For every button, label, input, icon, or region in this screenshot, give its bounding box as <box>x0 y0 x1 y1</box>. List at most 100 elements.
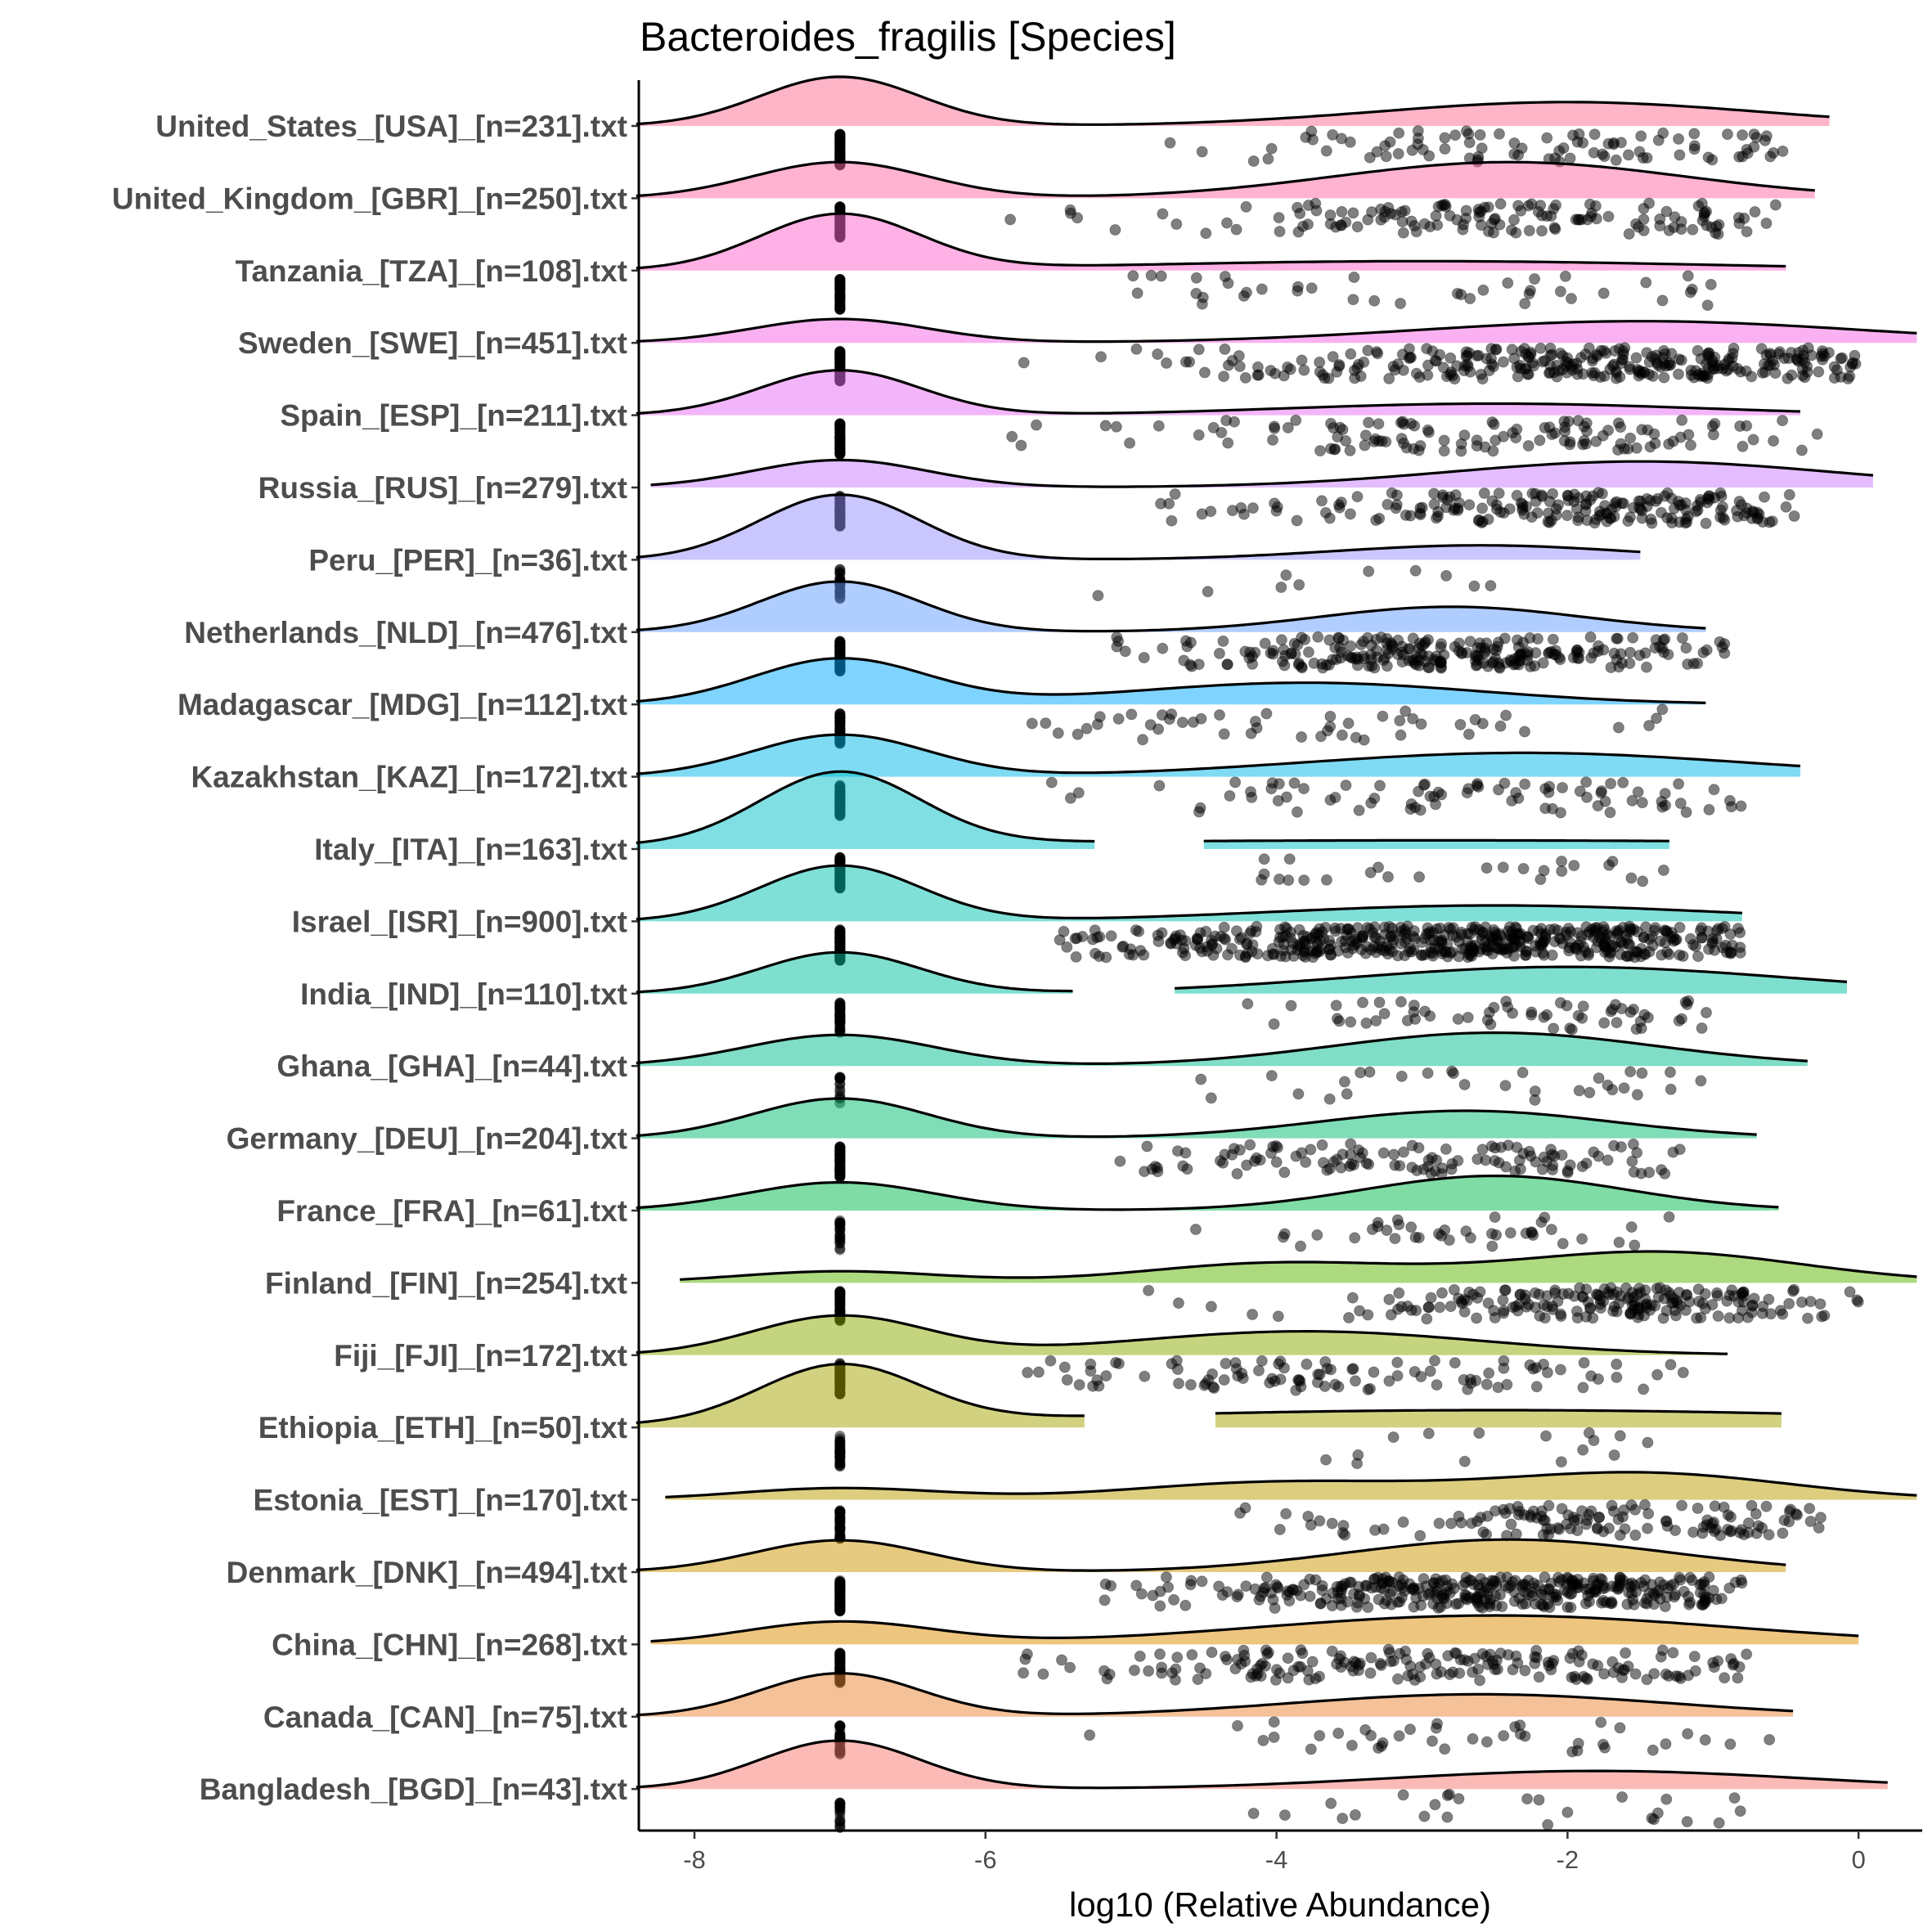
data-point <box>1768 435 1780 447</box>
data-point <box>1387 1431 1400 1443</box>
data-point <box>1488 361 1499 373</box>
data-point <box>1674 921 1686 933</box>
data-point <box>1197 291 1209 303</box>
data-point <box>1636 797 1648 809</box>
data-point <box>1560 926 1572 938</box>
data-point <box>1447 370 1458 382</box>
data-point <box>1258 868 1270 880</box>
data-point <box>1510 432 1522 444</box>
data-point <box>1573 128 1585 140</box>
data-point <box>1341 1088 1353 1100</box>
data-point <box>1501 1378 1513 1391</box>
data-point <box>1712 228 1724 240</box>
data-point <box>1232 1719 1243 1732</box>
data-point <box>1656 294 1669 307</box>
data-point <box>1333 360 1346 372</box>
data-point <box>1357 996 1368 1009</box>
data-point <box>1653 1584 1665 1597</box>
data-point <box>1260 1660 1271 1672</box>
data-point <box>1695 496 1707 508</box>
data-point <box>1670 1310 1682 1322</box>
data-point <box>1640 276 1652 289</box>
data-point <box>1270 1156 1283 1168</box>
data-point <box>1467 1666 1479 1678</box>
data-point <box>1110 420 1122 433</box>
data-point <box>1312 1368 1324 1381</box>
data-point <box>1488 418 1500 430</box>
data-point <box>1499 1080 1512 1092</box>
data-point <box>1186 660 1198 672</box>
data-point <box>1393 1287 1405 1299</box>
group-23 <box>636 1739 1888 1833</box>
group-6 <box>636 493 1641 604</box>
data-point <box>1224 790 1236 802</box>
data-point-zero <box>834 1072 846 1083</box>
data-point <box>1135 1588 1148 1600</box>
data-point <box>1216 1589 1229 1602</box>
data-point <box>1624 646 1636 658</box>
y-tick-label: Italy_[ITA]_[n=163].txt <box>314 833 627 866</box>
data-point <box>1052 727 1064 739</box>
data-point <box>1350 1601 1363 1613</box>
data-point <box>1439 143 1451 155</box>
data-point <box>1032 1366 1045 1378</box>
data-point <box>1218 728 1230 740</box>
data-point <box>1324 710 1337 722</box>
data-point <box>1477 1526 1489 1539</box>
data-point <box>1632 786 1644 798</box>
data-point <box>1598 344 1611 357</box>
data-point <box>1593 1072 1605 1085</box>
data-point <box>1707 1656 1719 1669</box>
data-point <box>1527 1505 1539 1517</box>
density-fill <box>636 76 1830 126</box>
data-point <box>1160 1571 1172 1584</box>
data-point <box>1630 352 1642 364</box>
data-point <box>1295 1381 1307 1393</box>
data-point <box>1396 348 1409 361</box>
data-point <box>1736 499 1748 511</box>
data-point <box>1515 204 1527 217</box>
data-point <box>1516 1067 1529 1079</box>
data-point <box>1413 507 1426 519</box>
data-point <box>1064 792 1076 804</box>
data-point <box>1301 1358 1313 1370</box>
data-point <box>1166 1358 1178 1370</box>
data-point <box>1315 730 1327 743</box>
data-point <box>1221 217 1233 229</box>
y-axis: United_States_[USA]_[n=231].txtUnited_Ki… <box>112 80 640 1831</box>
data-point <box>1447 1067 1459 1080</box>
data-point <box>1539 1312 1551 1324</box>
data-point <box>1785 347 1797 358</box>
data-point <box>1692 950 1704 963</box>
y-tick-label: Ethiopia_[ETH]_[n=50].txt <box>258 1411 627 1445</box>
data-point <box>1329 792 1341 803</box>
data-point <box>1520 348 1532 360</box>
data-point <box>1449 502 1461 514</box>
data-point <box>1629 1503 1642 1516</box>
data-point <box>1669 1525 1682 1536</box>
data-point <box>1656 1644 1669 1656</box>
data-point <box>1070 950 1082 963</box>
data-point <box>1453 1793 1465 1805</box>
data-point <box>1431 1154 1443 1166</box>
data-point <box>1245 925 1257 937</box>
data-point <box>1292 201 1304 213</box>
data-point <box>1377 1737 1389 1749</box>
data-point <box>1719 939 1732 951</box>
data-point <box>1274 873 1285 885</box>
data-point <box>1456 648 1468 660</box>
data-point <box>1458 429 1471 442</box>
data-point <box>1817 348 1829 360</box>
data-point <box>1618 1504 1630 1516</box>
data-point <box>1440 569 1453 582</box>
data-point <box>1511 489 1523 501</box>
data-point <box>1245 1671 1257 1683</box>
data-point <box>1397 1789 1409 1801</box>
data-point <box>1530 1381 1543 1393</box>
data-point <box>1278 921 1291 933</box>
data-point <box>1359 653 1371 665</box>
data-point <box>1760 218 1772 229</box>
data-point <box>1651 1283 1663 1295</box>
data-point <box>1679 517 1692 529</box>
data-point <box>1296 1147 1308 1159</box>
